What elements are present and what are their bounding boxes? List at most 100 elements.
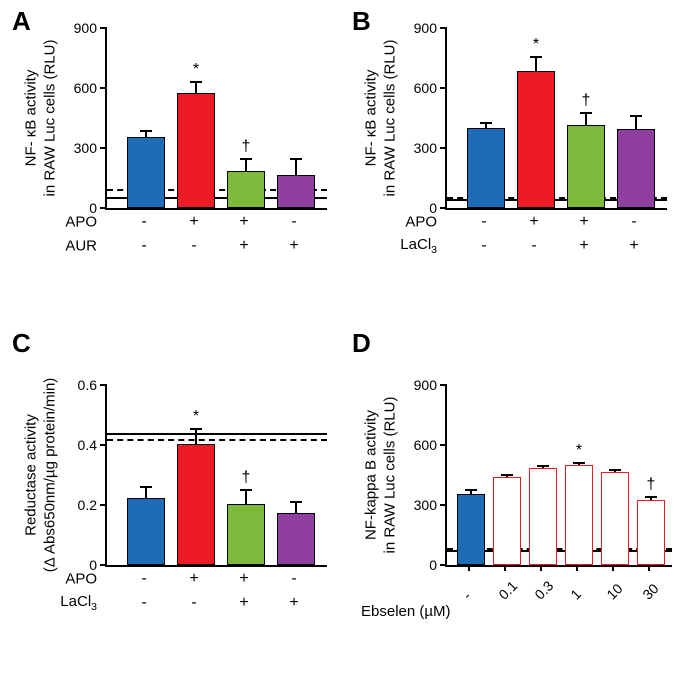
- y-axis-label: NF- κB activityin RAW Luc cells (RLU): [22, 40, 60, 197]
- x-tick: [504, 565, 506, 571]
- x-tick: [648, 565, 650, 571]
- error-cap: [240, 158, 252, 160]
- y-tick-label: 900: [414, 20, 437, 36]
- error-cap: [140, 486, 152, 488]
- sig-mark: *: [193, 408, 199, 426]
- error-cap: [645, 496, 657, 498]
- x-sign: -: [141, 594, 146, 612]
- y-tick-label: 600: [414, 437, 437, 453]
- error-bar: [145, 487, 147, 498]
- bar: [177, 444, 215, 566]
- y-tick-label: 600: [74, 80, 97, 96]
- x-cat-label: 0.3: [531, 578, 556, 603]
- sig-mark: †: [242, 469, 251, 487]
- bar: [467, 128, 505, 208]
- y-tick: [440, 504, 447, 506]
- error-cap: [573, 462, 585, 464]
- y-tick: [440, 147, 447, 149]
- panel-label-C: C: [12, 328, 31, 359]
- x-row-label: APO: [65, 214, 97, 231]
- plot-area: 00.20.40.6*†: [105, 385, 327, 567]
- error-cap: [630, 115, 642, 117]
- x-sign: +: [629, 237, 638, 255]
- bar: [567, 125, 605, 208]
- bar: [177, 93, 215, 208]
- x-sign: +: [579, 213, 588, 231]
- x-sign: +: [239, 594, 248, 612]
- x-cat-label: 0.1: [495, 578, 520, 603]
- x-row-label: LaCl3: [400, 236, 437, 256]
- y-tick-label: 300: [74, 140, 97, 156]
- y-tick-label: 0.2: [78, 497, 97, 513]
- error-cap: [530, 56, 542, 58]
- y-tick: [100, 444, 107, 446]
- panel-label-B: B: [352, 6, 371, 37]
- bar: [277, 175, 315, 208]
- x-row-label: APO: [65, 571, 97, 588]
- error-cap: [480, 122, 492, 124]
- panel-label-D: D: [352, 328, 371, 359]
- error-cap: [140, 130, 152, 132]
- y-axis-label: NF- κB activityin RAW Luc cells (RLU): [362, 40, 400, 197]
- error-bar: [245, 159, 247, 171]
- y-tick-label: 900: [74, 20, 97, 36]
- sig-mark: †: [647, 476, 656, 494]
- error-cap: [190, 428, 202, 430]
- error-bar: [535, 57, 537, 71]
- error-cap: [290, 158, 302, 160]
- error-cap: [501, 474, 513, 476]
- bar: [127, 137, 165, 208]
- x-row-label: APO: [405, 214, 437, 231]
- x-cat-label: -: [459, 588, 474, 603]
- x-sign: -: [481, 237, 486, 255]
- x-tick: [612, 565, 614, 571]
- sig-mark: †: [242, 138, 251, 156]
- y-tick-label: 900: [414, 377, 437, 393]
- x-sign: +: [239, 237, 248, 255]
- bar: [277, 513, 315, 566]
- y-tick: [100, 384, 107, 386]
- x-tick: [468, 565, 470, 571]
- y-tick-label: 0.6: [78, 377, 97, 393]
- y-tick: [100, 504, 107, 506]
- bar: [227, 504, 265, 566]
- panel-label-A: A: [12, 6, 31, 37]
- sig-mark: †: [582, 92, 591, 110]
- y-tick: [100, 27, 107, 29]
- x-tick: [576, 565, 578, 571]
- error-bar: [245, 490, 247, 504]
- bar: [637, 500, 665, 565]
- plot-area: 0300600900*†: [445, 385, 672, 567]
- x-cat-label: 30: [639, 580, 661, 602]
- bar: [617, 129, 655, 208]
- error-cap: [465, 489, 477, 491]
- error-bar: [585, 113, 587, 125]
- x-sign: -: [531, 237, 536, 255]
- error-bar: [195, 429, 197, 444]
- x-axis-label: Ebselen (µM): [361, 603, 451, 620]
- bar: [457, 494, 485, 565]
- plot-area: 0300600900*†: [445, 28, 667, 210]
- bar: [127, 498, 165, 566]
- error-cap: [240, 489, 252, 491]
- x-sign: +: [239, 570, 248, 588]
- y-tick: [440, 444, 447, 446]
- plot-area: 0300600900*†: [105, 28, 327, 210]
- bar: [529, 468, 557, 565]
- error-bar: [195, 82, 197, 93]
- x-sign: +: [189, 213, 198, 231]
- y-tick-label: 300: [414, 140, 437, 156]
- error-cap: [290, 501, 302, 503]
- x-sign: +: [289, 237, 298, 255]
- x-cat-label: 10: [603, 580, 625, 602]
- bar: [517, 71, 555, 208]
- y-tick-label: 600: [414, 80, 437, 96]
- x-sign: -: [141, 237, 146, 255]
- y-tick: [440, 27, 447, 29]
- x-sign: +: [189, 570, 198, 588]
- y-tick: [100, 87, 107, 89]
- x-sign: +: [289, 594, 298, 612]
- x-cat-label: 1: [567, 586, 584, 603]
- x-sign: -: [141, 213, 146, 231]
- error-cap: [580, 112, 592, 114]
